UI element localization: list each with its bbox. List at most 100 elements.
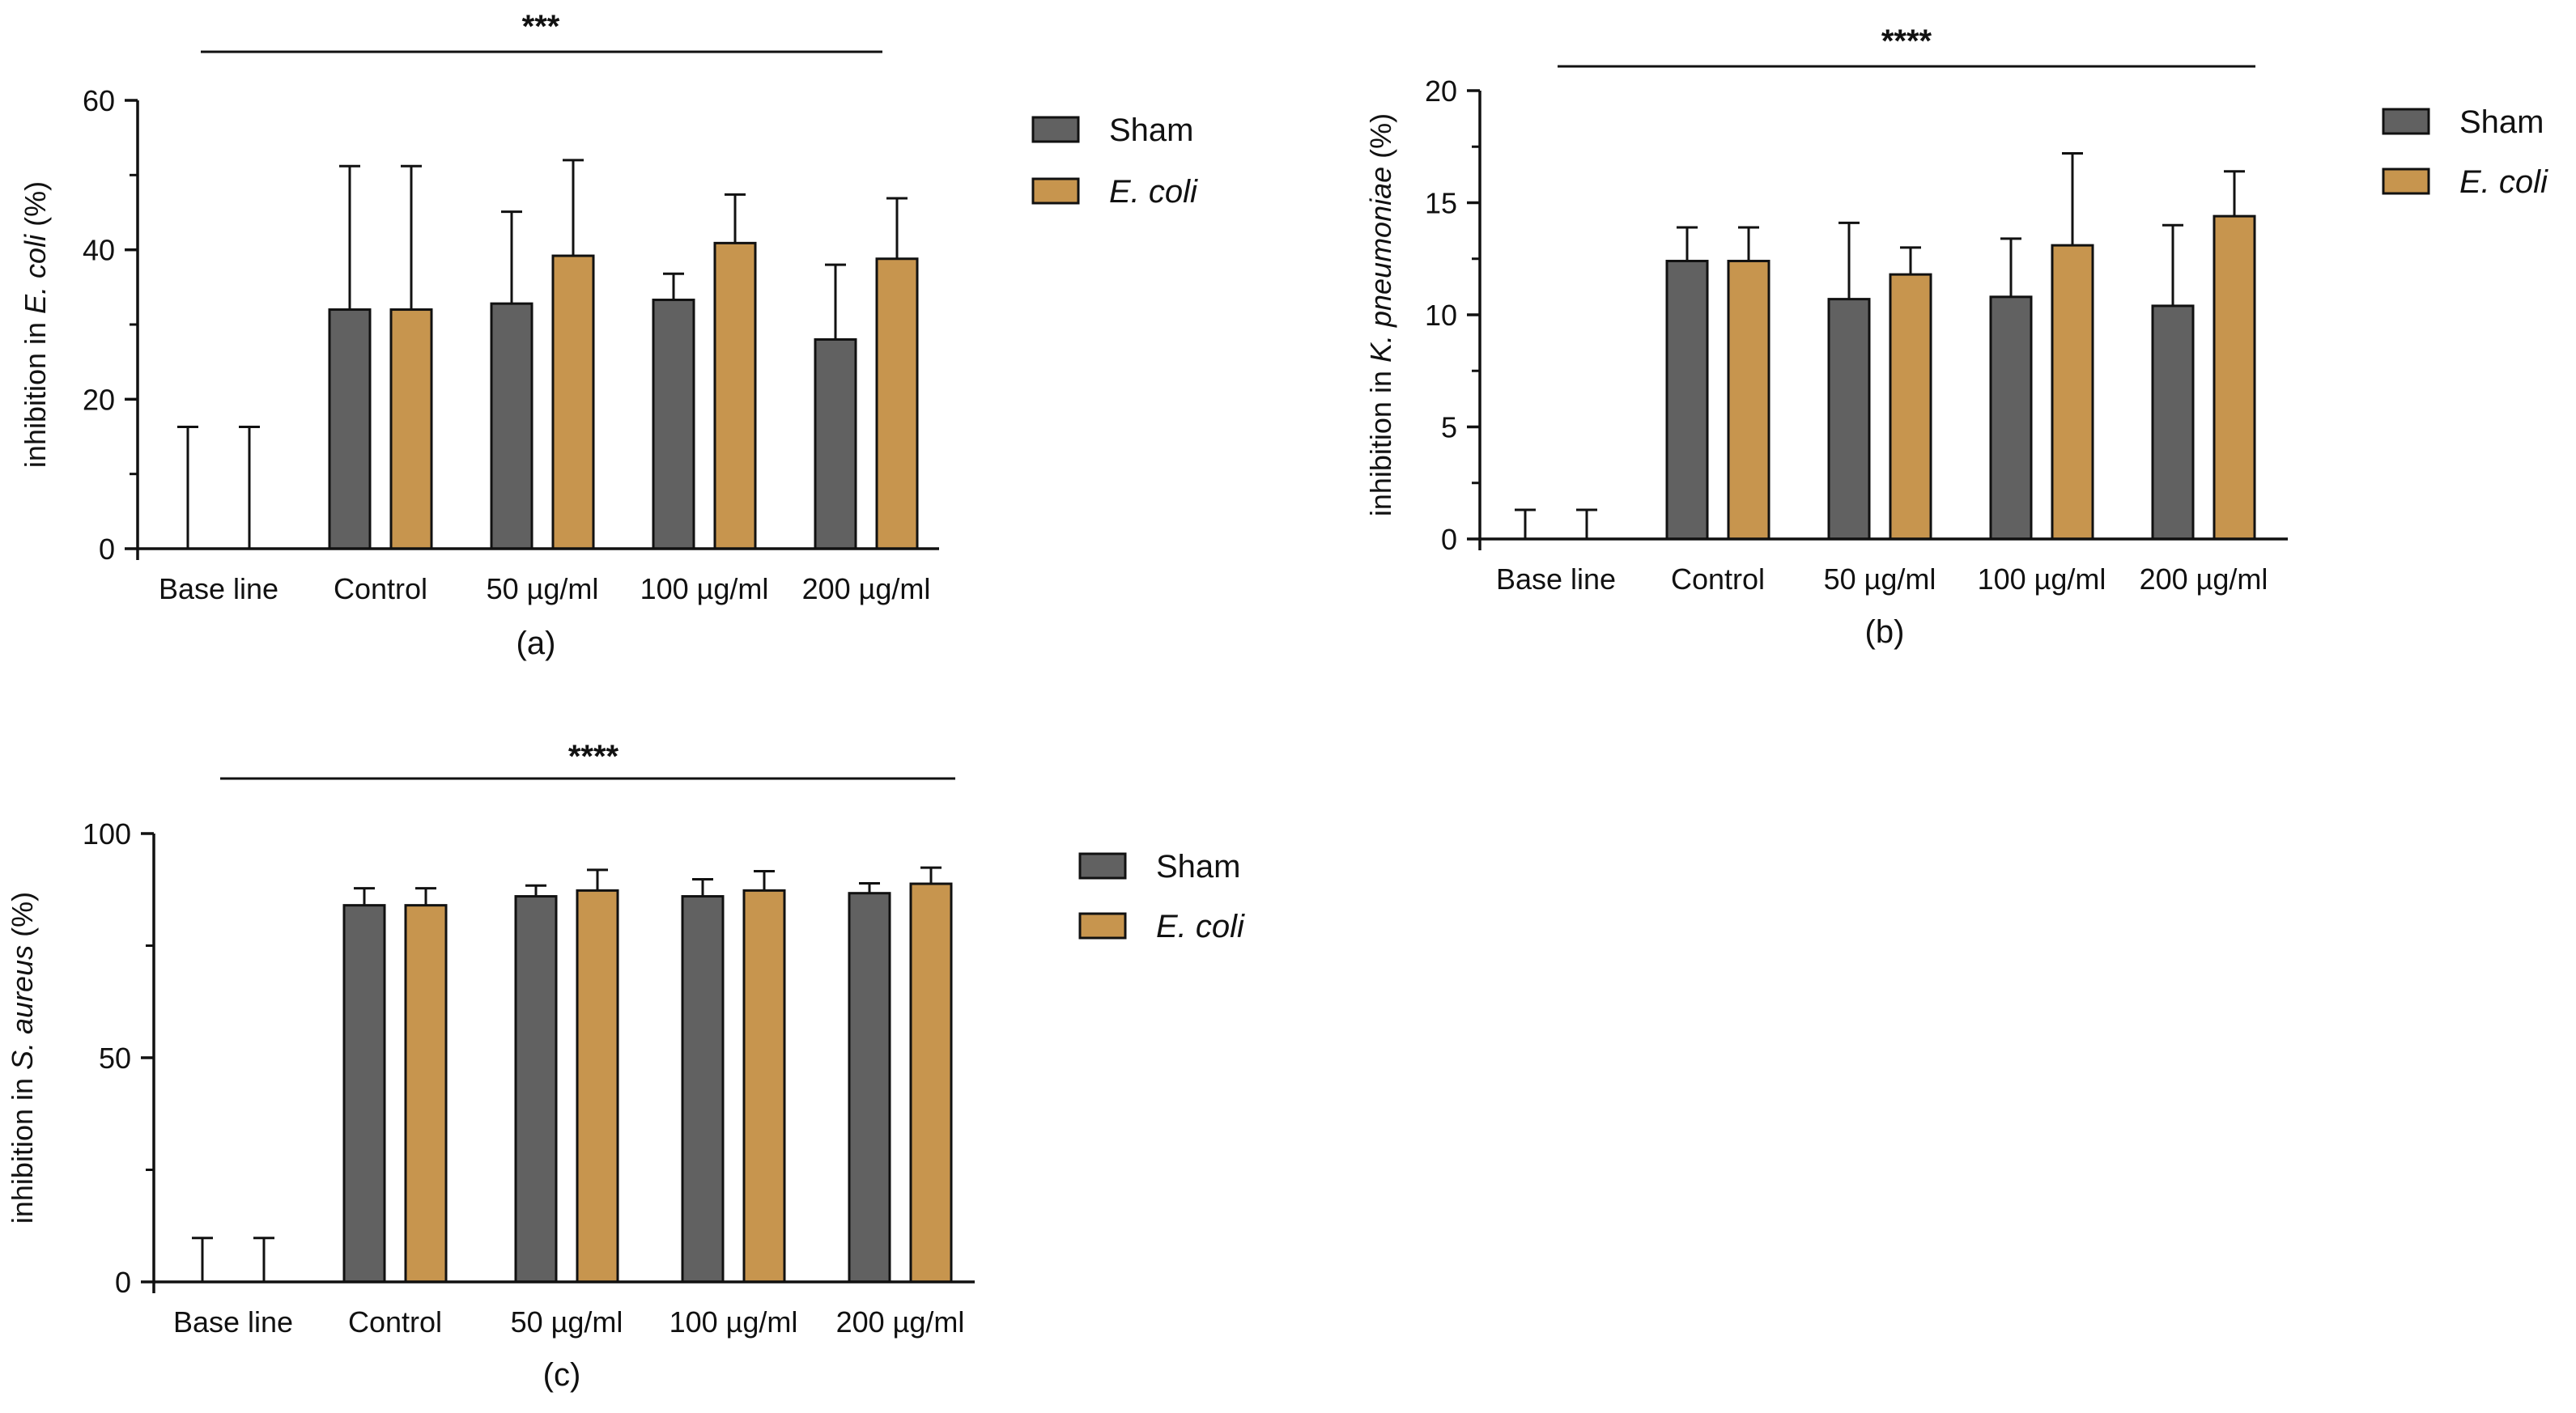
legend-label-sham: Sham: [1109, 112, 1194, 148]
bar-ecoli-2: [1889, 273, 1932, 541]
legend-label-ecoli: E. coli: [1156, 909, 1245, 944]
x-tick-label: 200 µg/ml: [836, 1305, 965, 1339]
error-bar-sham-0: [1515, 508, 1536, 539]
error-bar-sham-0: [192, 1237, 213, 1282]
bar-sham-2: [490, 302, 533, 550]
y-tick-label: 0: [1441, 523, 1457, 556]
y-axis-label-suffix: (%): [1364, 113, 1397, 167]
error-bar-ecoli-3: [754, 870, 775, 891]
x-tick-label: 200 µg/ml: [2140, 562, 2268, 596]
bar-ecoli-3: [2051, 244, 2094, 541]
legend-label-sham: Sham: [1156, 849, 1241, 885]
bar-ecoli-3: [713, 241, 757, 550]
bar-sham-3: [652, 299, 695, 550]
bar-sham-2: [514, 895, 558, 1284]
y-tick-label: 15: [1425, 187, 1457, 220]
error-bar-ecoli-0: [1576, 508, 1597, 539]
x-tick-label: 200 µg/ml: [802, 572, 931, 605]
error-bar-ecoli-3: [2062, 152, 2083, 246]
legend-label-ecoli: E. coli: [2459, 164, 2548, 200]
panel-label: (b): [1865, 614, 1905, 650]
error-bar-ecoli-2: [1900, 246, 1921, 275]
legend: Sham E. coli: [1078, 849, 1245, 944]
y-tick-label: 50: [99, 1042, 131, 1075]
error-bar-sham-4: [825, 263, 846, 340]
error-bar-ecoli-2: [587, 868, 608, 891]
y-tick-label: 20: [1425, 74, 1457, 108]
error-bar-ecoli-2: [563, 159, 584, 257]
error-bar-ecoli-1: [415, 887, 436, 906]
legend-swatch-ecoli: [2382, 168, 2430, 195]
y-axis-label: inhibition in S. aureus (%): [6, 892, 39, 1224]
bar-sham-3: [1989, 295, 2033, 541]
x-tick-label: Control: [1671, 562, 1765, 596]
error-bar-sham-1: [1677, 226, 1698, 261]
bar-sham-4: [848, 892, 891, 1284]
y-axis-label-suffix: (%): [19, 181, 52, 235]
y-tick-label: 10: [1425, 299, 1457, 332]
legend-label-sham: Sham: [2459, 104, 2544, 140]
legend-swatch-sham: [1078, 852, 1127, 880]
y-tick-label: 60: [83, 84, 115, 117]
significance-stars: ***: [522, 9, 560, 45]
x-tick-label: 50 µg/ml: [1824, 562, 1936, 596]
bar-sham-3: [681, 895, 725, 1284]
legend-label-ecoli: E. coli: [1109, 174, 1198, 210]
panel-c-chart: 0 50 100 Base line Control 50 µg/ml 100 µg/ml 2…: [6, 739, 1245, 1393]
error-bar-sham-1: [354, 887, 375, 906]
bar-ecoli-1: [1727, 260, 1770, 541]
y-axis-label: inhibition in K. pneumoniae (%): [1364, 113, 1397, 516]
bar-ecoli-4: [2213, 214, 2256, 541]
error-bar-sham-2: [501, 210, 522, 304]
panel-label: (c): [543, 1357, 581, 1393]
significance-stars: ****: [1881, 23, 1932, 59]
legend: Sham E. coli: [2382, 104, 2548, 200]
y-axis-label-species: E. coli: [19, 234, 52, 314]
error-bar-sham-3: [692, 878, 713, 897]
x-tick-label: Base line: [173, 1305, 293, 1339]
error-bar-sham-3: [2000, 237, 2021, 297]
x-tick-label: Control: [334, 572, 427, 605]
y-axis-label-suffix: (%): [6, 892, 39, 945]
bar-sham-4: [814, 337, 857, 550]
error-bar-sham-2: [525, 884, 546, 897]
x-tick-label: 50 µg/ml: [487, 572, 599, 605]
x-tick-label: 100 µg/ml: [1978, 562, 2106, 596]
legend-swatch-ecoli: [1031, 177, 1080, 205]
bar-ecoli-4: [909, 882, 953, 1284]
error-bar-sham-1: [339, 164, 360, 310]
error-bar-ecoli-4: [886, 197, 908, 259]
legend: Sham E. coli: [1031, 112, 1198, 210]
bar-sham-2: [1827, 298, 1871, 541]
y-tick-label: 100: [83, 817, 131, 851]
bar-ecoli-1: [389, 308, 433, 550]
bar-ecoli-1: [404, 904, 448, 1284]
bar-ecoli-3: [742, 889, 786, 1284]
error-bar-ecoli-4: [2224, 170, 2245, 217]
y-tick-label: 40: [83, 234, 115, 267]
error-bar-ecoli-4: [920, 866, 942, 885]
panel-label: (a): [516, 626, 556, 661]
x-tick-label: Base line: [159, 572, 278, 605]
y-axis-label-prefix: inhibition in: [1364, 363, 1397, 516]
x-tick-label: Base line: [1496, 562, 1616, 596]
panel-b-chart: 0 5 10 15 20 Base line Control 50 µg/ml 100 µg/m…: [1364, 23, 2548, 650]
error-bar-sham-4: [859, 881, 880, 893]
error-bar-ecoli-0: [253, 1237, 274, 1282]
significance-stars: ****: [568, 739, 619, 774]
bar-ecoli-4: [875, 257, 919, 550]
bar-sham-1: [1665, 260, 1709, 541]
y-tick-label: 5: [1441, 411, 1457, 444]
legend-swatch-sham: [2382, 108, 2430, 135]
error-bar-sham-2: [1838, 221, 1860, 299]
x-tick-label: 100 µg/ml: [670, 1305, 798, 1339]
error-bar-ecoli-1: [401, 164, 422, 310]
error-bar-sham-0: [177, 425, 198, 549]
panel-a-chart: 0 20 40 60 Base line Control 50 µg/ml 100 µg/ml…: [19, 9, 1198, 661]
bar-sham-4: [2151, 304, 2195, 541]
y-tick-label: 20: [83, 383, 115, 416]
y-axis-label-species: K. pneumoniae: [1364, 167, 1397, 363]
bar-sham-1: [342, 904, 386, 1284]
y-tick-label: 0: [115, 1266, 131, 1299]
